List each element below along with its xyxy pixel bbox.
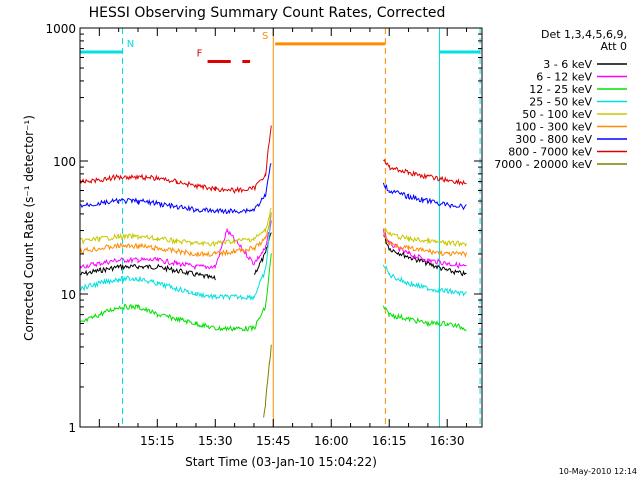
segment-label-S: S [262, 31, 268, 42]
series-line-6-after [382, 182, 467, 211]
series-line-5 [79, 213, 272, 258]
y-tick-label-2: 100 [53, 155, 76, 169]
series-line-8 [263, 344, 272, 418]
series-line-3 [79, 212, 272, 302]
footer-timestamp: 10-May-2010 12:14 [559, 467, 637, 476]
x-tick-label-4: 16:15 [372, 434, 407, 448]
legend-label-1: 6 - 12 keV [536, 71, 592, 84]
legend-label-6: 300 - 800 keV [515, 133, 592, 146]
y-tick-label-1: 10 [61, 288, 76, 302]
legend-label-8: 7000 - 20000 keV [494, 158, 592, 171]
y-tick-label-0: 1 [68, 421, 76, 435]
series-line-5-after [382, 231, 467, 258]
y-axis-label: Corrected Count Rate (s⁻¹ detector⁻¹) [22, 115, 36, 341]
series-line-3-after [382, 264, 467, 297]
legend-title-line1: Det 1,3,4,5,6,9, [541, 28, 627, 41]
x-tick-label-1: 15:30 [198, 434, 233, 448]
series-line-7-after [383, 159, 467, 186]
segment-label-F: F [197, 48, 203, 59]
legend-title-line2: Att 0 [601, 40, 627, 53]
legend-label-7: 800 - 7000 keV [508, 146, 592, 159]
series-line-1 [79, 220, 272, 271]
chart-title: HESSI Observing Summary Count Rates, Cor… [89, 5, 446, 21]
series-line-2 [79, 253, 272, 332]
plot-frame [79, 27, 483, 428]
segment-label-N: N [127, 39, 134, 50]
plot-area: N F S [79, 28, 481, 427]
series-line-4-after [382, 227, 467, 248]
series-line-2-after [382, 305, 467, 331]
x-tick-label-3: 16:00 [314, 434, 349, 448]
x-tick-label-5: 16:30 [430, 434, 465, 448]
y-axis: 1 10 100 1000 [45, 22, 482, 435]
x-tick-label-2: 15:45 [256, 434, 291, 448]
x-tick-label-0: 15:15 [140, 434, 175, 448]
x-axis-label: Start Time (03-Jan-10 15:04:22) [185, 455, 377, 469]
series-line-7 [79, 125, 272, 195]
x-axis: 15:15 15:30 15:45 16:00 16:15 16:30 [98, 28, 468, 448]
legend-label-5: 100 - 300 keV [515, 121, 592, 134]
y-tick-label-3: 1000 [45, 22, 76, 36]
legend-label-4: 50 - 100 keV [522, 108, 592, 121]
legend-label-0: 3 - 6 keV [543, 58, 592, 71]
series-line-6 [80, 163, 272, 215]
legend-label-2: 12 - 25 keV [529, 83, 592, 96]
legend-label-3: 25 - 50 keV [529, 96, 592, 109]
series-line-4 [79, 207, 272, 248]
